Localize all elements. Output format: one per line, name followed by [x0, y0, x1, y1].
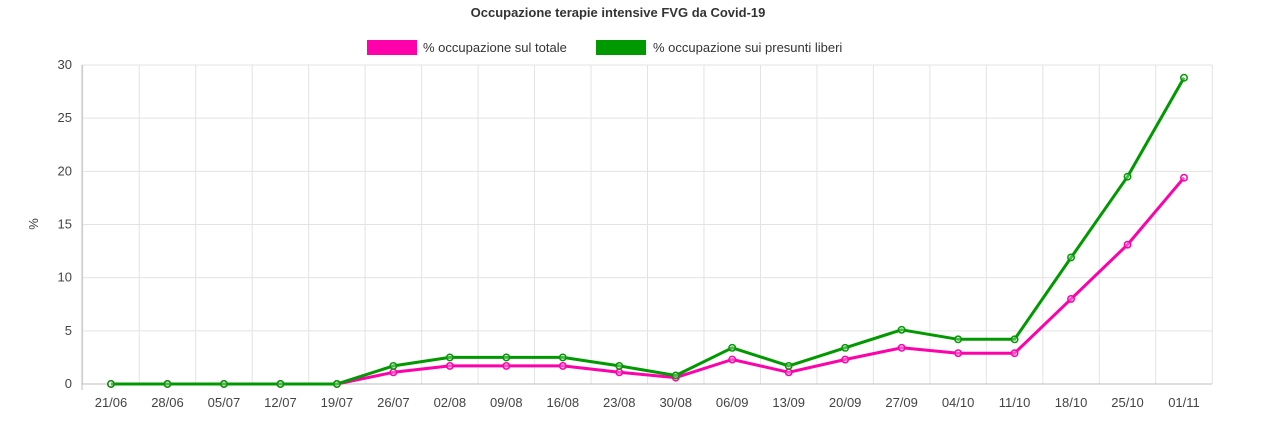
legend-swatch [596, 40, 646, 55]
legend: % occupazione sul totale % occupazione su… [367, 40, 842, 55]
data-point[interactable] [728, 355, 737, 364]
data-point[interactable] [671, 371, 680, 380]
data-point[interactable] [1010, 335, 1019, 344]
axes: 0 5 10 15 20 25 30 21/06 28/06 05/07 12/07 19/07 26/… [58, 57, 1212, 410]
data-point[interactable] [389, 368, 398, 377]
data-point[interactable] [615, 361, 624, 370]
data-point[interactable] [897, 343, 906, 352]
x-tick-label: 20/09 [829, 395, 862, 410]
y-tick-label: 30 [58, 57, 72, 72]
series-2 [107, 73, 1188, 388]
data-point[interactable] [558, 353, 567, 362]
data-point[interactable] [389, 361, 398, 370]
x-tick-label: 06/09 [716, 395, 749, 410]
x-tick-label: 23/08 [603, 395, 636, 410]
data-point[interactable] [1010, 349, 1019, 358]
y-tick-label: 20 [58, 163, 72, 178]
x-tick-label: 11/10 [999, 395, 1031, 410]
legend-swatch [367, 40, 417, 55]
x-tick-label: 09/08 [490, 395, 523, 410]
y-tick-label: 10 [58, 270, 72, 285]
data-point[interactable] [107, 380, 115, 388]
x-tick-label: 13/09 [772, 395, 805, 410]
data-point[interactable] [445, 353, 454, 362]
grid [82, 64, 1213, 385]
legend-item[interactable]: % occupazione sul totale [367, 40, 567, 55]
series-layer [107, 73, 1188, 388]
data-point[interactable] [558, 361, 567, 370]
legend-item[interactable]: % occupazione sui presunti liberi [596, 40, 842, 55]
data-point[interactable] [502, 353, 511, 362]
x-tick-label: 02/08 [434, 395, 467, 410]
data-point[interactable] [502, 361, 511, 370]
x-tick-label: 01/11 [1168, 395, 1200, 410]
y-tick-label: 15 [58, 217, 72, 232]
data-point[interactable] [1067, 253, 1076, 262]
data-point[interactable] [841, 343, 850, 352]
x-tick-label: 21/06 [95, 395, 128, 410]
data-point[interactable] [219, 380, 228, 388]
chart-title: Occupazione terapie intensive FVG da Cov… [471, 5, 766, 20]
data-point[interactable] [1180, 173, 1188, 182]
x-tick-label: 28/06 [151, 395, 184, 410]
series-line [111, 77, 1186, 386]
data-point[interactable] [728, 343, 737, 352]
x-tick-label: 30/08 [659, 395, 692, 410]
x-tick-label: 12/07 [264, 395, 297, 410]
x-tick-label: 27/09 [885, 395, 918, 410]
x-tick-label: 25/10 [1111, 395, 1144, 410]
data-point[interactable] [1123, 172, 1132, 181]
data-point[interactable] [1123, 240, 1132, 249]
data-point[interactable] [784, 368, 793, 377]
x-tick-label: 19/07 [321, 395, 354, 410]
y-tick-label: 25 [58, 110, 72, 125]
data-point[interactable] [784, 361, 793, 370]
legend-label: % occupazione sui presunti liberi [653, 40, 842, 55]
data-point[interactable] [897, 325, 906, 334]
x-tick-label: 16/08 [547, 395, 580, 410]
y-tick-label: 0 [65, 376, 72, 391]
y-axis-title: % [26, 218, 41, 230]
x-tick-label: 04/10 [942, 395, 975, 410]
y-tick-label: 5 [65, 323, 72, 338]
legend-label: % occupazione sul totale [423, 40, 567, 55]
x-tick-label: 26/07 [377, 395, 410, 410]
x-tick-label: 18/10 [1055, 395, 1088, 410]
data-point[interactable] [954, 335, 963, 344]
data-point[interactable] [841, 355, 850, 364]
data-point[interactable] [332, 380, 341, 388]
x-tick-label: 05/07 [208, 395, 241, 410]
data-point[interactable] [1180, 73, 1188, 82]
data-point[interactable] [163, 380, 172, 388]
data-point[interactable] [276, 380, 285, 388]
data-point[interactable] [445, 361, 454, 370]
data-point[interactable] [1067, 294, 1076, 303]
data-point[interactable] [615, 368, 624, 377]
data-point[interactable] [954, 349, 963, 358]
